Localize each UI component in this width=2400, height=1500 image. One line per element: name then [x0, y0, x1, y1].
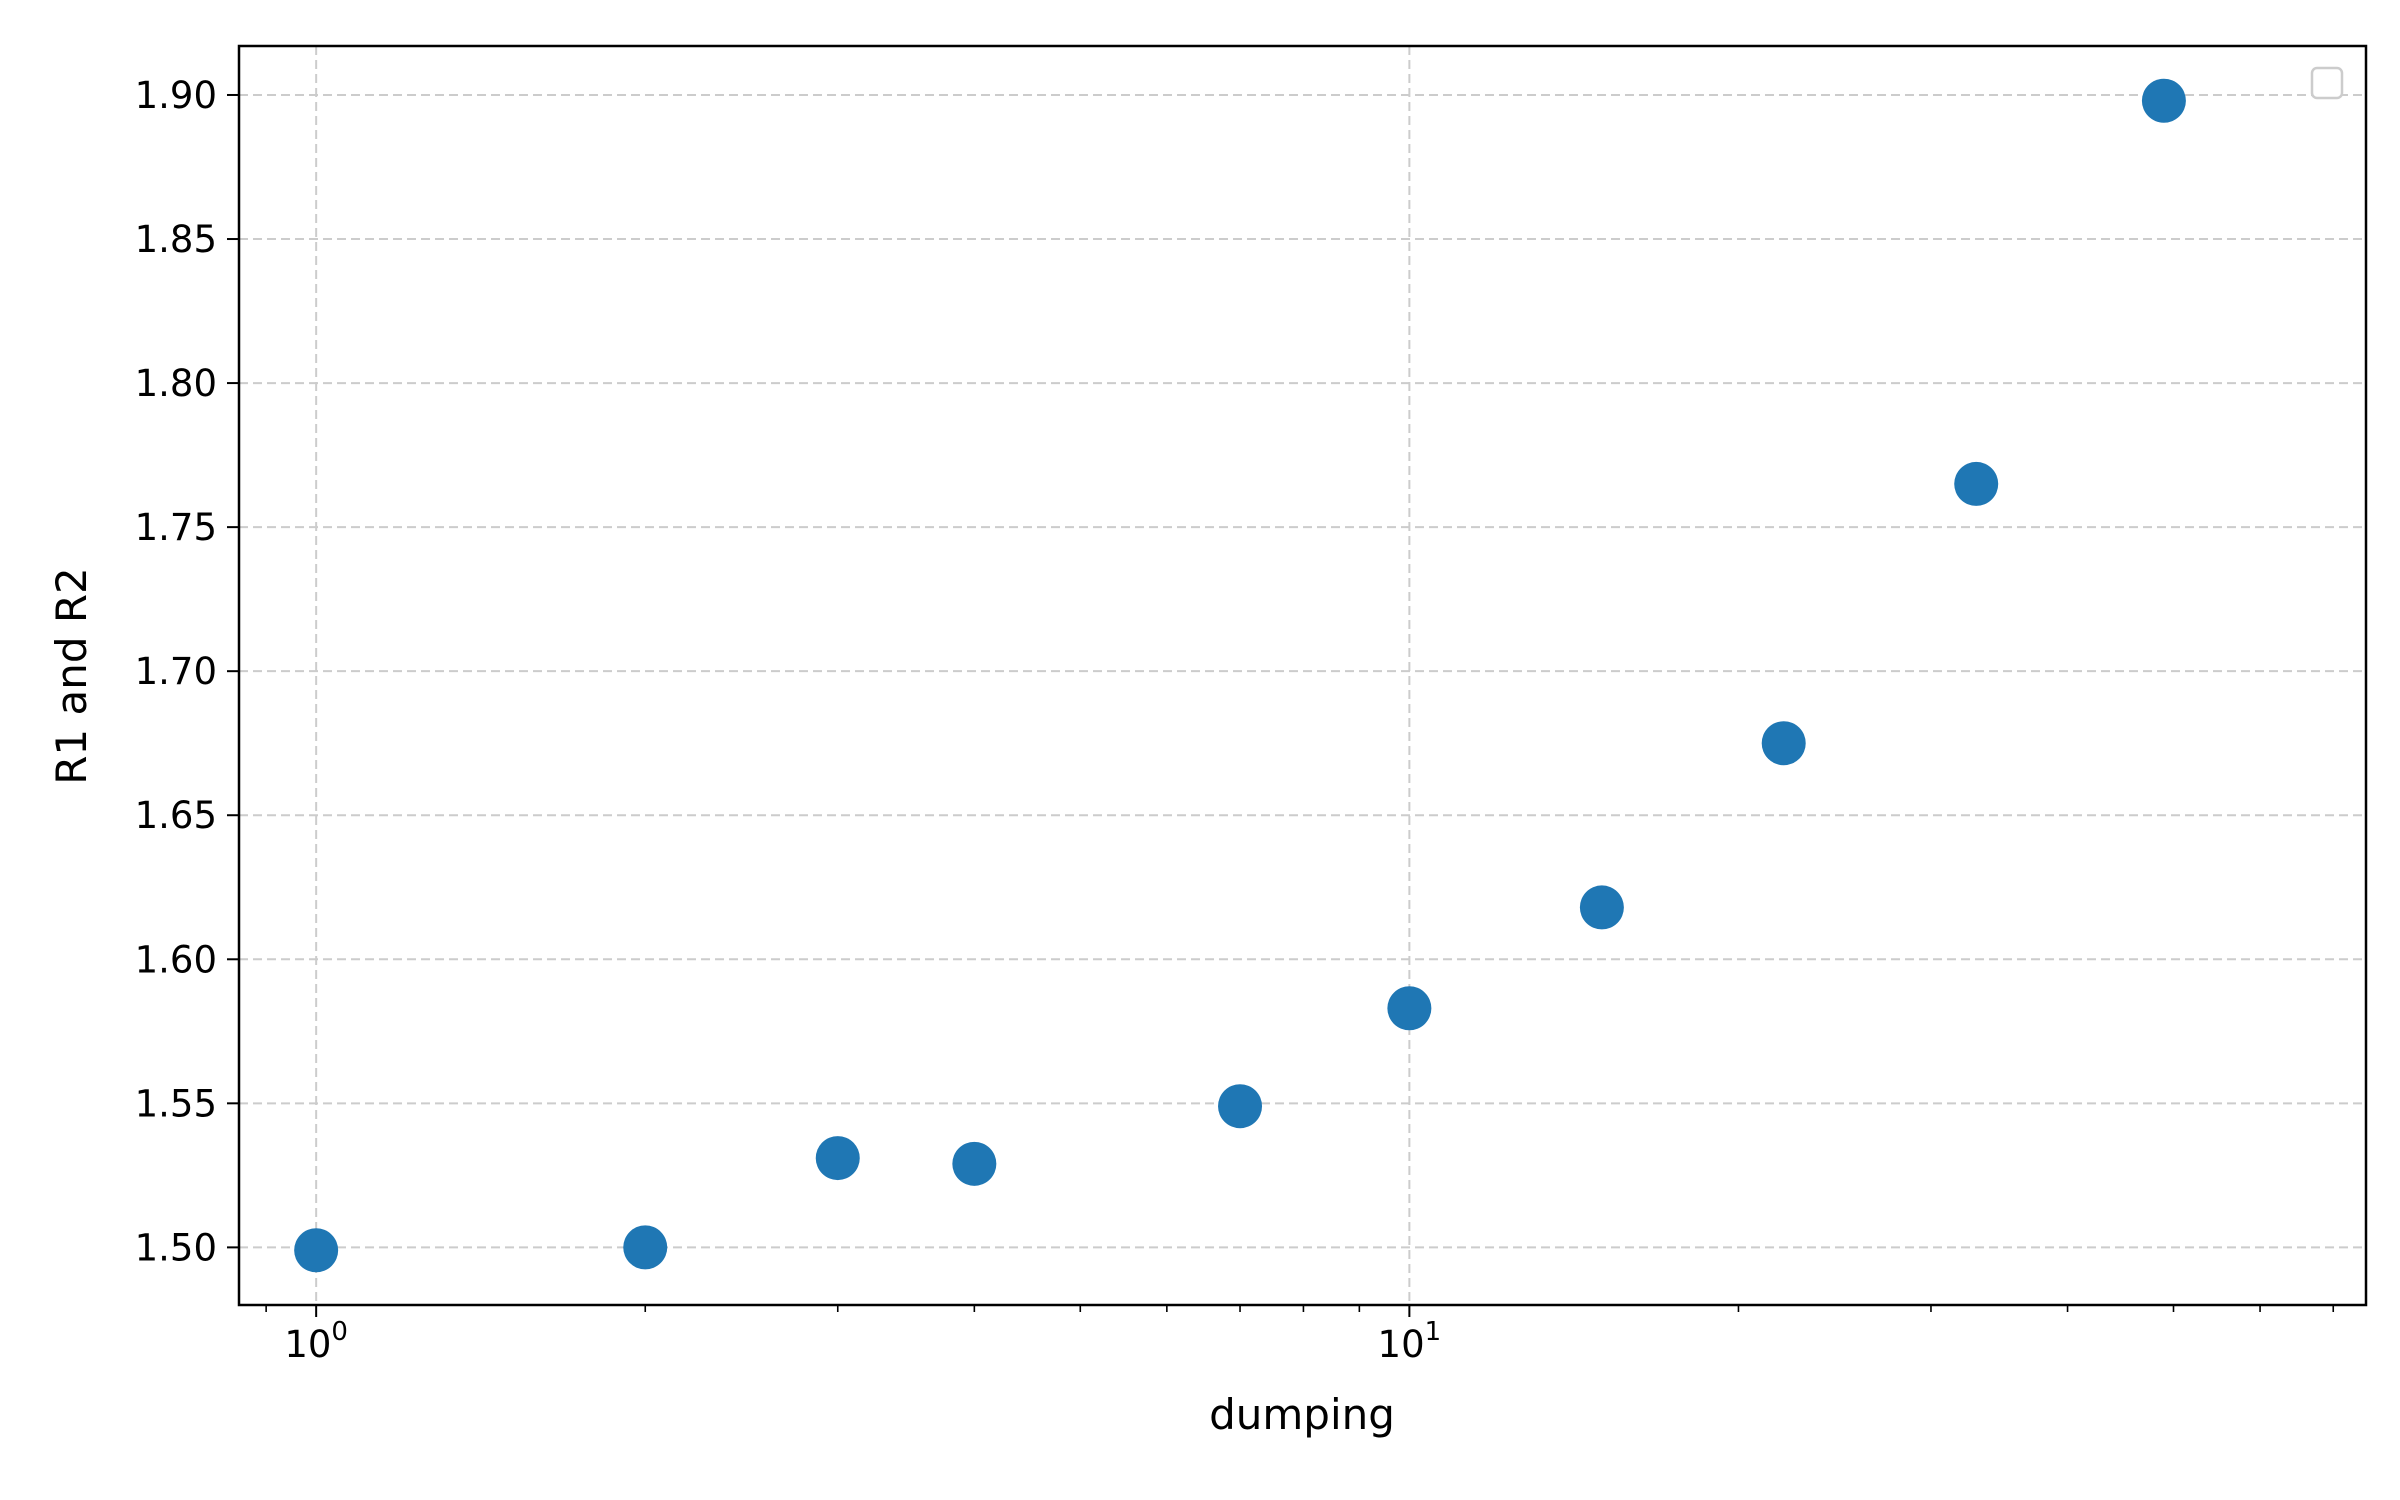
legend-box	[2310, 66, 2344, 100]
data-point	[1954, 461, 1999, 506]
data-point	[1761, 721, 1806, 766]
plot-frame	[237, 44, 2368, 1307]
y-tick-label: 1.75	[135, 506, 217, 549]
y-tick-label: 1.55	[135, 1082, 217, 1125]
x-axis-label: dumping	[1209, 1390, 1395, 1439]
x-tick-label: 100	[284, 1317, 348, 1366]
x-tick-exponent: 1	[1425, 1317, 1442, 1347]
y-tick-label: 1.60	[135, 938, 217, 981]
y-tick-label: 1.90	[135, 74, 217, 117]
x-tick-base: 10	[284, 1323, 331, 1366]
data-points	[294, 78, 2186, 1273]
data-point	[1387, 986, 1432, 1031]
data-point	[815, 1136, 860, 1181]
data-point	[294, 1228, 339, 1273]
y-tick-label: 1.65	[135, 794, 217, 837]
grid-lines	[239, 46, 2366, 1305]
data-point	[1579, 885, 1624, 930]
y-tick-label: 1.50	[135, 1226, 217, 1269]
y-tick-label: 1.85	[135, 218, 217, 261]
x-tick-base: 10	[1378, 1323, 1425, 1366]
data-point	[623, 1225, 668, 1270]
y-tick-label: 1.80	[135, 362, 217, 405]
x-tick-exponent: 0	[331, 1317, 348, 1347]
data-point	[2141, 78, 2186, 123]
y-axis-label: R1 and R2	[47, 567, 96, 785]
x-tick-label: 101	[1378, 1317, 1442, 1366]
data-point	[952, 1141, 997, 1186]
y-tick-label: 1.70	[135, 650, 217, 693]
data-point	[1218, 1084, 1263, 1129]
